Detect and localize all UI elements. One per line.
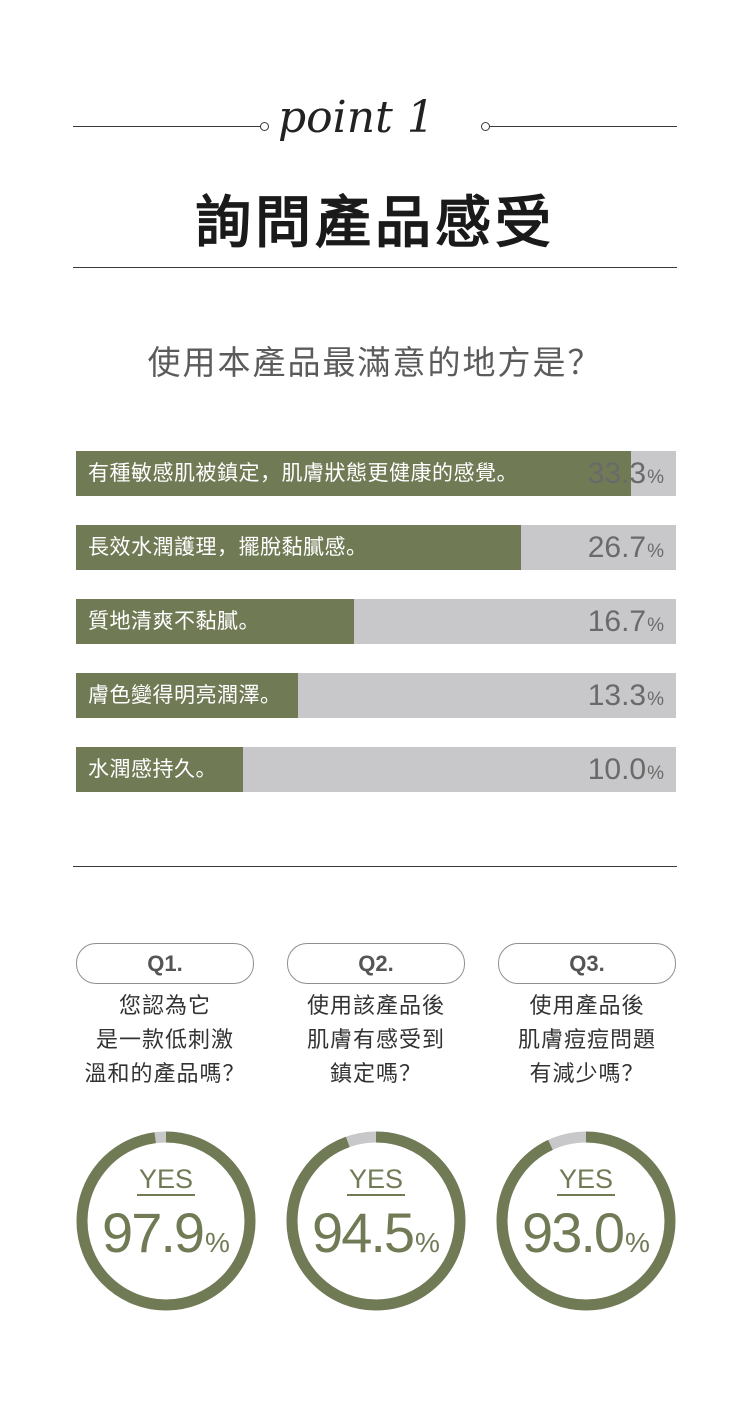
- bar-label: 膚色變得明亮潤澤。: [88, 683, 282, 707]
- bar-value-number: 16.7: [587, 605, 647, 638]
- q1-percent-unit: %: [205, 1227, 230, 1258]
- bar-label: 質地清爽不黏膩。: [88, 609, 260, 633]
- q1-donut-ring: [76, 1131, 256, 1311]
- bar-row: 質地清爽不黏膩。 16.7%: [76, 599, 676, 644]
- q2-question-line: 使用該產品後: [306, 994, 445, 1019]
- bar-row: 水潤感持久。 10.0%: [76, 747, 676, 792]
- bar-value: 33.3%: [588, 451, 664, 500]
- bar-value: 10.0%: [588, 747, 664, 796]
- bar-label: 水潤感持久。: [88, 757, 217, 781]
- bar-value-unit: %: [647, 541, 664, 562]
- survey-question: 使用本產品最滿意的地方是？: [147, 343, 603, 382]
- q2-percent: 94.5%: [285, 1200, 467, 1265]
- q1-question-line: 您認為它: [118, 994, 211, 1019]
- point-script-text: point 1: [278, 92, 435, 143]
- q3-percent: 93.0%: [495, 1200, 677, 1265]
- q1-question-line: 是一款低刺激: [95, 1028, 234, 1053]
- q3-yes-label: YES: [556, 1164, 616, 1196]
- q3-question-line: 肌膚痘痘問題: [517, 1028, 656, 1053]
- q1-yes-label: YES: [136, 1164, 196, 1196]
- bar-value-unit: %: [647, 467, 664, 488]
- q3-donut: YES 93.0%: [495, 1130, 677, 1312]
- q1-yes-wrap: YES: [75, 1164, 257, 1196]
- bar-fill: [76, 451, 631, 496]
- q2-percent-number: 94.5: [312, 1201, 415, 1264]
- q2-question-line: 肌膚有感受到: [306, 1028, 445, 1053]
- bar-label: 有種敏感肌被鎮定，肌膚狀態更健康的感覺。: [88, 461, 518, 485]
- q3-pill: Q3.: [498, 943, 676, 984]
- q3-donut-ring: [496, 1131, 676, 1311]
- bar-row: 膚色變得明亮潤澤。 13.3%: [76, 673, 676, 718]
- bar-label: 長效水潤護理，擺脫黏膩感。: [88, 535, 368, 559]
- q2-donut-ring: [286, 1131, 466, 1311]
- header-rule-right: [489, 126, 677, 127]
- header-rule-left: [73, 126, 261, 127]
- bar-value: 16.7%: [588, 599, 664, 648]
- q1-donut: YES 97.9%: [75, 1130, 257, 1312]
- q1-percent: 97.9%: [75, 1200, 257, 1265]
- bar-fill: [76, 747, 243, 792]
- page-title: 詢問產品感受: [195, 191, 555, 256]
- bar-value-number: 26.7: [587, 531, 647, 564]
- q2-donut: YES 94.5%: [285, 1130, 467, 1312]
- q3-percent-unit: %: [625, 1227, 650, 1258]
- q2-question: 使用該產品後 肌膚有感受到 鎮定嗎？: [276, 990, 476, 1092]
- q1-percent-number: 97.9: [102, 1201, 205, 1264]
- q1-question-line: 溫和的產品嗎？: [84, 1062, 246, 1087]
- q2-question-line: 鎮定嗎？: [329, 1062, 422, 1087]
- bar-value-number: 33.3: [587, 457, 647, 490]
- bar-value-unit: %: [647, 763, 664, 784]
- q3-percent-number: 93.0: [522, 1201, 625, 1264]
- q2-yes-wrap: YES: [285, 1164, 467, 1196]
- q3-yes-wrap: YES: [495, 1164, 677, 1196]
- point-script-heading: point 1: [278, 92, 435, 143]
- bar-value-number: 13.3: [587, 679, 647, 712]
- bar-value-unit: %: [647, 689, 664, 710]
- q1-pill: Q1.: [76, 943, 254, 984]
- donut-value-arc: [76, 1131, 256, 1311]
- bar-value-unit: %: [647, 615, 664, 636]
- q3-question-line: 有減少嗎？: [529, 1062, 645, 1087]
- bar-row: 長效水潤護理，擺脫黏膩感。 26.7%: [76, 525, 676, 570]
- donut-value-arc: [496, 1131, 676, 1311]
- q2-percent-unit: %: [415, 1227, 440, 1258]
- donut-value-arc: [286, 1131, 466, 1311]
- bar-fill: [76, 599, 355, 644]
- bar-fill: [76, 673, 298, 718]
- bar-value-number: 10.0: [587, 753, 647, 786]
- header-rule-left-dot: [260, 122, 269, 131]
- section-divider: [73, 866, 677, 867]
- bar-value: 13.3%: [588, 673, 664, 722]
- title-divider: [73, 267, 677, 268]
- bar-value: 26.7%: [588, 525, 664, 574]
- q3-question: 使用產品後 肌膚痘痘問題 有減少嗎？: [487, 990, 687, 1092]
- bar-fill: [76, 525, 521, 570]
- q3-question-line: 使用產品後: [529, 994, 645, 1019]
- q2-pill: Q2.: [287, 943, 465, 984]
- bar-row: 有種敏感肌被鎮定，肌膚狀態更健康的感覺。 33.3%: [76, 451, 676, 496]
- q2-yes-label: YES: [346, 1164, 406, 1196]
- q1-question: 您認為它 是一款低刺激 溫和的產品嗎？: [65, 990, 265, 1092]
